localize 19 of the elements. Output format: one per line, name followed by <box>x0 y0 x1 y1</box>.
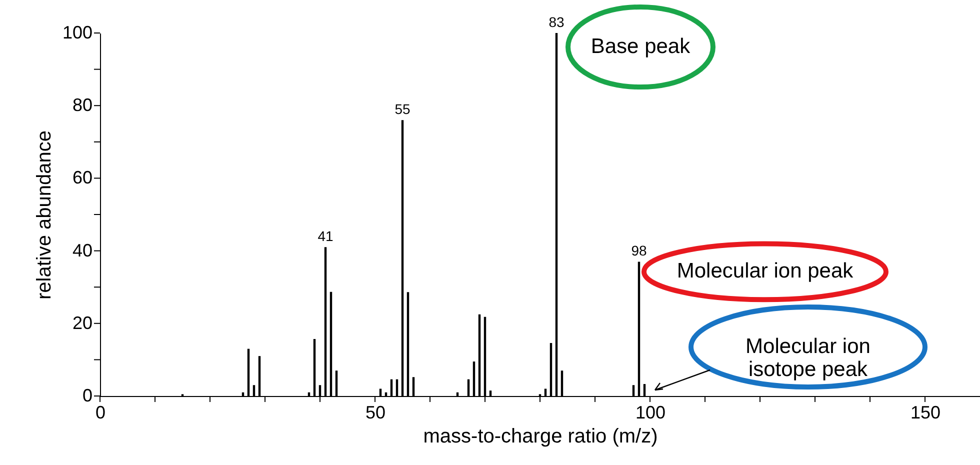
x-axis-title: mass-to-charge ratio (m/z) <box>423 426 658 448</box>
x-tick-label: 150 <box>910 402 941 422</box>
x-tick-label: 50 <box>365 402 386 422</box>
x-tick-label: 100 <box>635 402 666 422</box>
y-tick-label: 100 <box>62 22 92 42</box>
x-tick-label: 0 <box>95 402 106 422</box>
y-tick-label: 80 <box>72 95 92 116</box>
y-tick-label: 40 <box>72 240 92 260</box>
y-tick-label: 60 <box>72 168 92 188</box>
annotation: 83 <box>548 14 564 30</box>
y-axis-title: relative abundance <box>33 130 56 300</box>
annotation: 98 <box>631 242 647 259</box>
annotation: Base peak <box>590 35 691 58</box>
annotation: 55 <box>394 101 410 118</box>
y-tick-label: 20 <box>72 312 92 333</box>
annotation: Molecular ion peak <box>676 260 854 283</box>
annotation: Molecular ion isotope peak <box>746 335 870 381</box>
y-tick-label: 0 <box>82 386 92 406</box>
annotation: 41 <box>318 228 334 244</box>
